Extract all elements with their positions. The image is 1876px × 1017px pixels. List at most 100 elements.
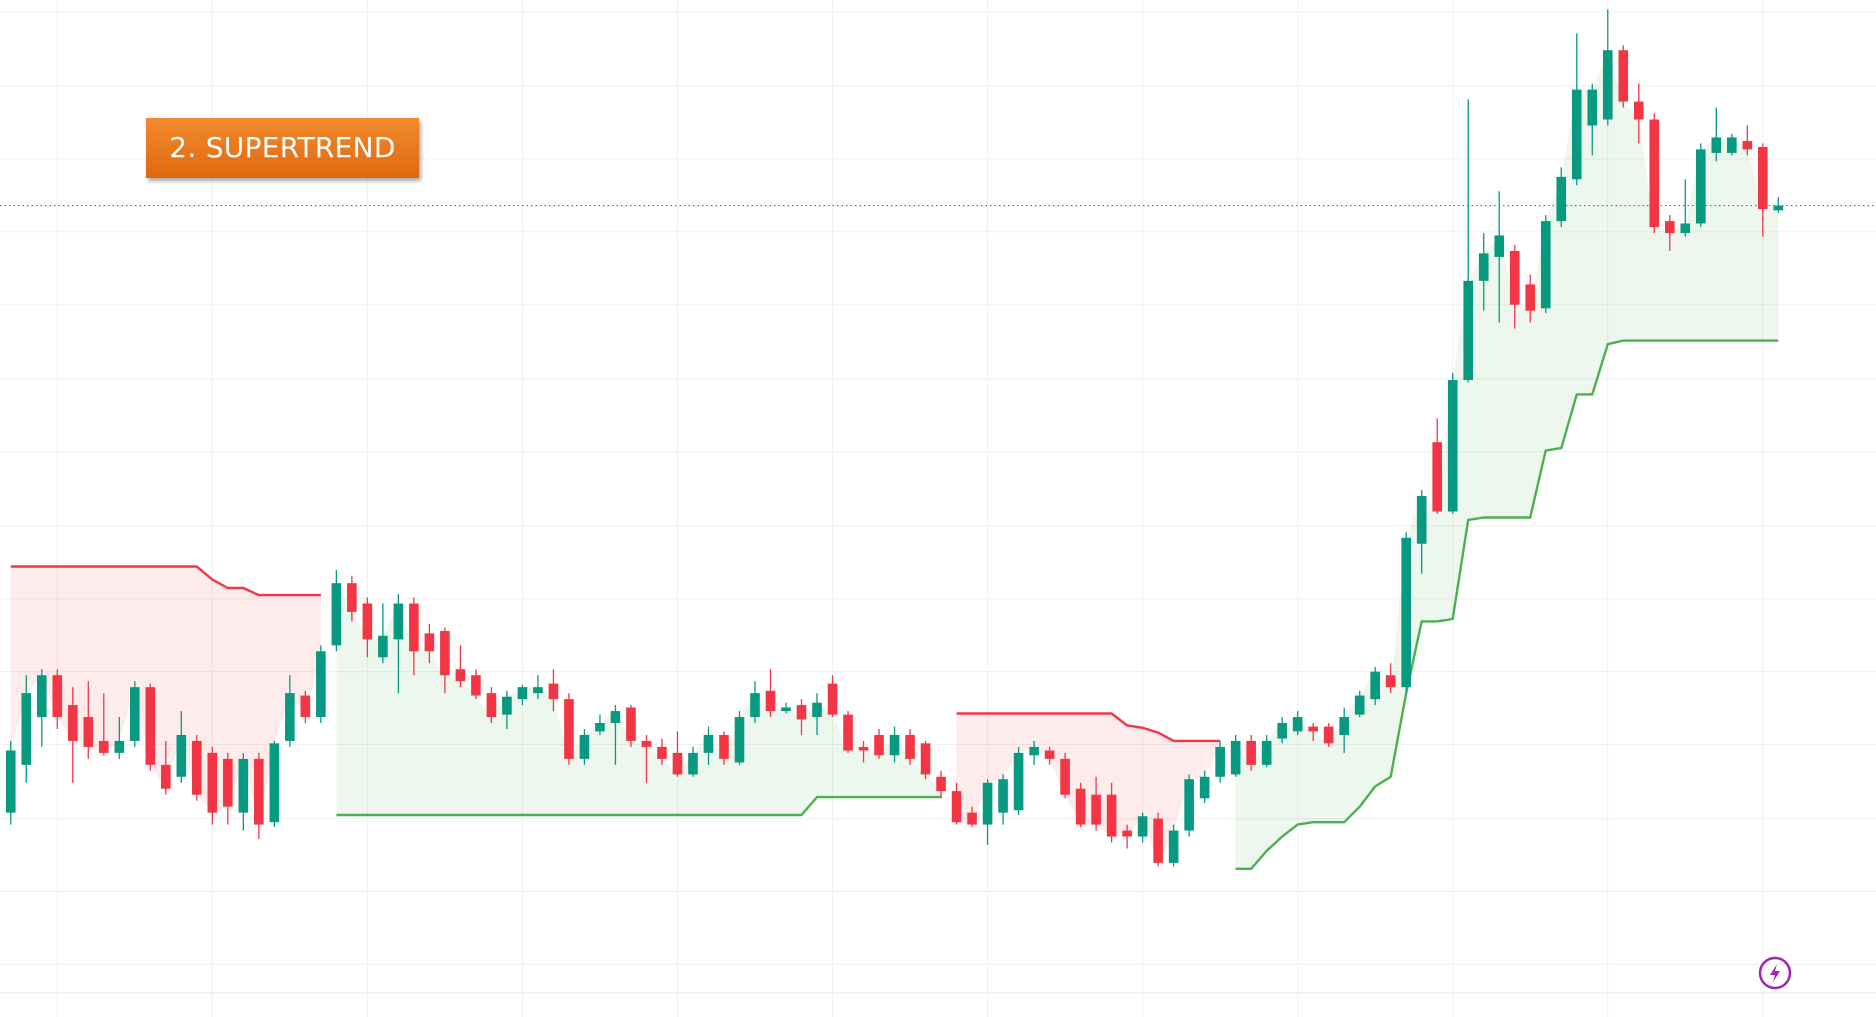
candle-body — [1091, 794, 1101, 825]
candle-body — [192, 740, 202, 795]
candle-body — [982, 782, 993, 825]
candle-body — [1587, 89, 1598, 126]
candle-body — [207, 752, 218, 813]
candle-body — [812, 702, 822, 718]
candle-body — [1556, 176, 1567, 222]
candle-body — [83, 717, 94, 747]
candle-body — [688, 752, 698, 775]
candle-body — [843, 714, 853, 751]
candle-body — [347, 583, 357, 612]
candle-body — [1695, 149, 1706, 224]
candle-body — [517, 687, 528, 700]
candle-body — [889, 734, 900, 756]
candle-body — [362, 603, 373, 640]
candle-body — [1075, 788, 1086, 825]
candle-body — [378, 635, 388, 658]
candle-body — [936, 776, 946, 792]
title-label: 2. SUPERTREND — [146, 118, 419, 178]
candle-body — [238, 758, 249, 813]
trend-line — [336, 795, 942, 817]
candle-body — [393, 603, 404, 640]
candle-body — [1742, 141, 1753, 150]
lightning-icon[interactable] — [1758, 956, 1792, 990]
candle-body — [161, 764, 171, 789]
candle-body — [1277, 723, 1287, 739]
candle-body — [223, 758, 233, 807]
candle-body — [672, 752, 683, 775]
candle-body — [827, 683, 838, 715]
candle-body — [1106, 794, 1117, 837]
candle-body — [1416, 495, 1427, 544]
candle-body — [1649, 119, 1660, 228]
trend-fill — [1235, 50, 1779, 869]
candle-body — [98, 740, 109, 753]
candle-body — [1478, 253, 1489, 281]
candle-body — [269, 743, 280, 823]
candle-body — [455, 669, 466, 682]
candle-body — [1540, 221, 1551, 309]
candles — [5, 9, 1784, 867]
candle-body — [1571, 89, 1582, 180]
candle-body — [1308, 726, 1318, 732]
trend-fill — [10, 566, 321, 825]
candle-body — [1385, 675, 1396, 688]
candle-body — [1432, 442, 1443, 512]
candle-body — [905, 734, 915, 759]
candle-body — [1230, 740, 1241, 775]
candle-body — [657, 746, 667, 759]
candle-body — [409, 603, 419, 652]
candle-body — [1726, 137, 1737, 153]
trend-line — [10, 565, 321, 597]
candle-body — [145, 687, 156, 765]
candle-body — [1199, 776, 1210, 799]
candle-body — [1122, 830, 1132, 837]
candle-body — [1525, 284, 1536, 311]
candle-body — [285, 693, 295, 741]
candle-body — [471, 675, 481, 696]
candle-body — [595, 723, 605, 732]
candle-body — [765, 690, 776, 712]
candle-body — [502, 696, 512, 715]
candle-body — [316, 651, 326, 718]
trend-line — [1235, 339, 1779, 870]
candle-body — [1261, 740, 1272, 765]
candle-body — [1153, 818, 1163, 863]
candle-body — [920, 743, 931, 775]
candle-body — [1401, 537, 1412, 688]
candle-body — [734, 717, 745, 763]
candle-body — [1354, 695, 1365, 715]
candle-body — [1463, 280, 1474, 381]
candle-body — [1323, 726, 1334, 744]
candle-body — [129, 687, 140, 741]
candle-body — [719, 734, 729, 759]
candle-body — [533, 687, 543, 694]
candle-body — [1680, 223, 1691, 234]
candle-body — [1773, 205, 1784, 211]
icon-ring — [1758, 956, 1792, 990]
candle-body — [1602, 50, 1613, 120]
candle-body — [1292, 717, 1303, 732]
candle-body — [67, 705, 78, 741]
candle-body — [1633, 101, 1644, 120]
candle-body — [1711, 137, 1722, 153]
candle-body — [874, 734, 884, 756]
trend-lines — [10, 339, 1779, 870]
candle-body — [176, 734, 187, 777]
candle-body — [998, 779, 1008, 813]
candle-body — [1618, 50, 1629, 102]
candle-body — [114, 740, 125, 753]
candle-body — [1060, 758, 1070, 795]
candle-body — [1246, 740, 1256, 765]
candle-body — [486, 693, 497, 718]
candle-body — [1184, 779, 1194, 831]
candle-body — [579, 734, 590, 759]
candle-body — [1370, 671, 1380, 700]
candle-body — [750, 693, 760, 718]
candle-body — [641, 740, 652, 747]
candle-body — [1137, 816, 1148, 837]
candle-body — [1758, 146, 1768, 210]
candle-body — [1215, 746, 1225, 777]
candle-body — [331, 583, 342, 646]
